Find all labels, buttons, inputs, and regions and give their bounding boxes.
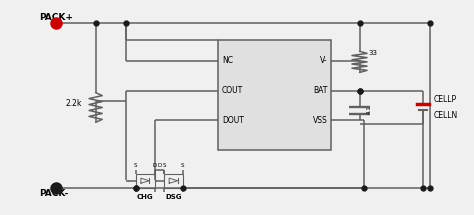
Text: D: D <box>153 163 157 168</box>
Text: VSS: VSS <box>313 116 328 125</box>
Text: NC: NC <box>222 56 233 65</box>
Text: S: S <box>162 163 166 168</box>
Text: S: S <box>134 163 137 168</box>
Text: CHG: CHG <box>137 194 154 200</box>
Text: DSG: DSG <box>165 194 182 200</box>
Bar <box>136 174 155 187</box>
Bar <box>164 174 183 187</box>
Text: CELLN: CELLN <box>434 111 458 120</box>
Text: V-: V- <box>320 56 328 65</box>
Text: D: D <box>157 163 161 168</box>
Text: 33: 33 <box>368 50 377 56</box>
Text: 4.1: 4.1 <box>366 105 372 114</box>
Bar <box>218 40 331 150</box>
Text: 2.2k: 2.2k <box>65 99 82 108</box>
Text: S: S <box>181 163 184 168</box>
Text: CELLP: CELLP <box>434 95 456 104</box>
Text: PACK-: PACK- <box>39 189 68 198</box>
Text: COUT: COUT <box>222 86 243 95</box>
Text: PACK+: PACK+ <box>39 12 73 22</box>
Text: DOUT: DOUT <box>222 116 244 125</box>
Text: BAT: BAT <box>313 86 328 95</box>
